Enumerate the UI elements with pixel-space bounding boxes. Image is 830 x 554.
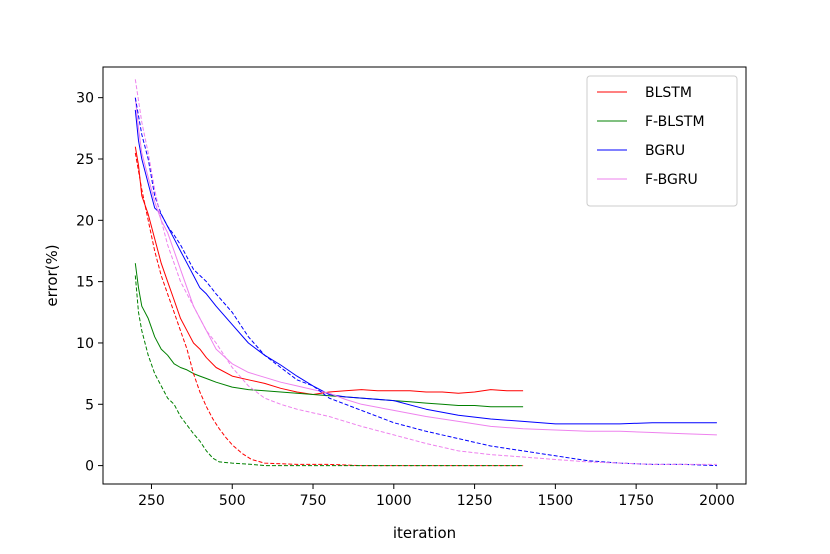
y-tick-label: 0 — [85, 459, 94, 475]
legend-label: BGRU — [645, 143, 685, 159]
x-axis: 250 500 750 1000 1250 1500 1750 2000 — [138, 484, 735, 509]
series-line-1 — [134, 263, 524, 408]
series-line-0 — [134, 146, 524, 395]
y-tick-label: 30 — [76, 91, 94, 107]
y-axis: 0 5 10 15 20 25 30 — [76, 91, 103, 475]
plot-area-frame — [102, 66, 747, 485]
x-tick-label: 750 — [300, 493, 327, 509]
y-tick-label: 20 — [76, 213, 94, 229]
x-tick-label: 1250 — [457, 493, 493, 509]
series-layer — [134, 79, 717, 467]
dashed-series-line-5 — [134, 275, 524, 467]
x-tick-label: 2000 — [699, 493, 735, 509]
x-tick-label: 500 — [219, 493, 246, 509]
y-axis-label: error(%) — [43, 244, 61, 306]
x-tick-label: 1000 — [376, 493, 412, 509]
x-axis-label: iteration — [393, 524, 456, 542]
dashed-series-line-4 — [134, 152, 524, 467]
legend-label: F-BGRU — [645, 172, 698, 188]
series-line-3 — [134, 97, 717, 436]
dashed-series-line-7 — [134, 79, 717, 465]
x-tick-label: 250 — [138, 493, 165, 509]
legend-box — [586, 75, 738, 207]
x-tick-label: 1750 — [618, 493, 654, 509]
y-tick-label: 15 — [76, 275, 94, 291]
legend-label: F-BLSTM — [645, 114, 705, 130]
y-tick-label: 25 — [76, 152, 94, 168]
y-tick-label: 5 — [85, 397, 94, 413]
legend-label: BLSTM — [645, 85, 692, 101]
dashed-series-line-6 — [134, 97, 717, 467]
legend: BLSTM F-BLSTM BGRU F-BGRU — [586, 75, 738, 207]
y-tick-label: 10 — [76, 336, 94, 352]
x-tick-label: 1500 — [538, 493, 574, 509]
